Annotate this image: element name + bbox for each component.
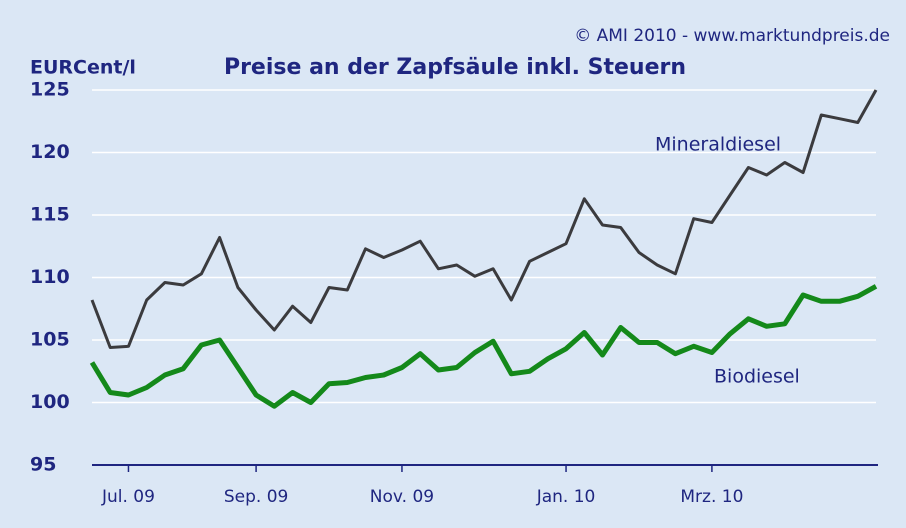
- line: [89, 284, 878, 409]
- x-tick-label: Nov. 09: [370, 487, 434, 507]
- line: [90, 89, 878, 349]
- x-tick-label: Jan. 10: [536, 487, 596, 507]
- y-tick-label: 120: [30, 141, 70, 163]
- y-axis-label: EURCent/l: [30, 57, 136, 79]
- y-tick-label: 95: [30, 454, 56, 476]
- y-tick-label: 110: [30, 266, 70, 288]
- y-tick-label: 115: [30, 204, 70, 226]
- y-tick-label: 100: [30, 391, 70, 413]
- x-tick-label: Sep. 09: [224, 487, 288, 507]
- x-tick-label: Jul. 09: [101, 487, 155, 507]
- y-tick-label: 105: [30, 329, 70, 351]
- series-label: Biodiesel: [714, 366, 800, 388]
- series-label: Mineraldiesel: [655, 134, 781, 156]
- chart-title: Preise an der Zapfsäule inkl. Steuern: [224, 55, 686, 80]
- y-tick-label: 125: [30, 79, 70, 101]
- x-tick-label: Mrz. 10: [680, 487, 743, 507]
- source: © AMI 2010 - www.marktundpreis.de: [574, 26, 890, 46]
